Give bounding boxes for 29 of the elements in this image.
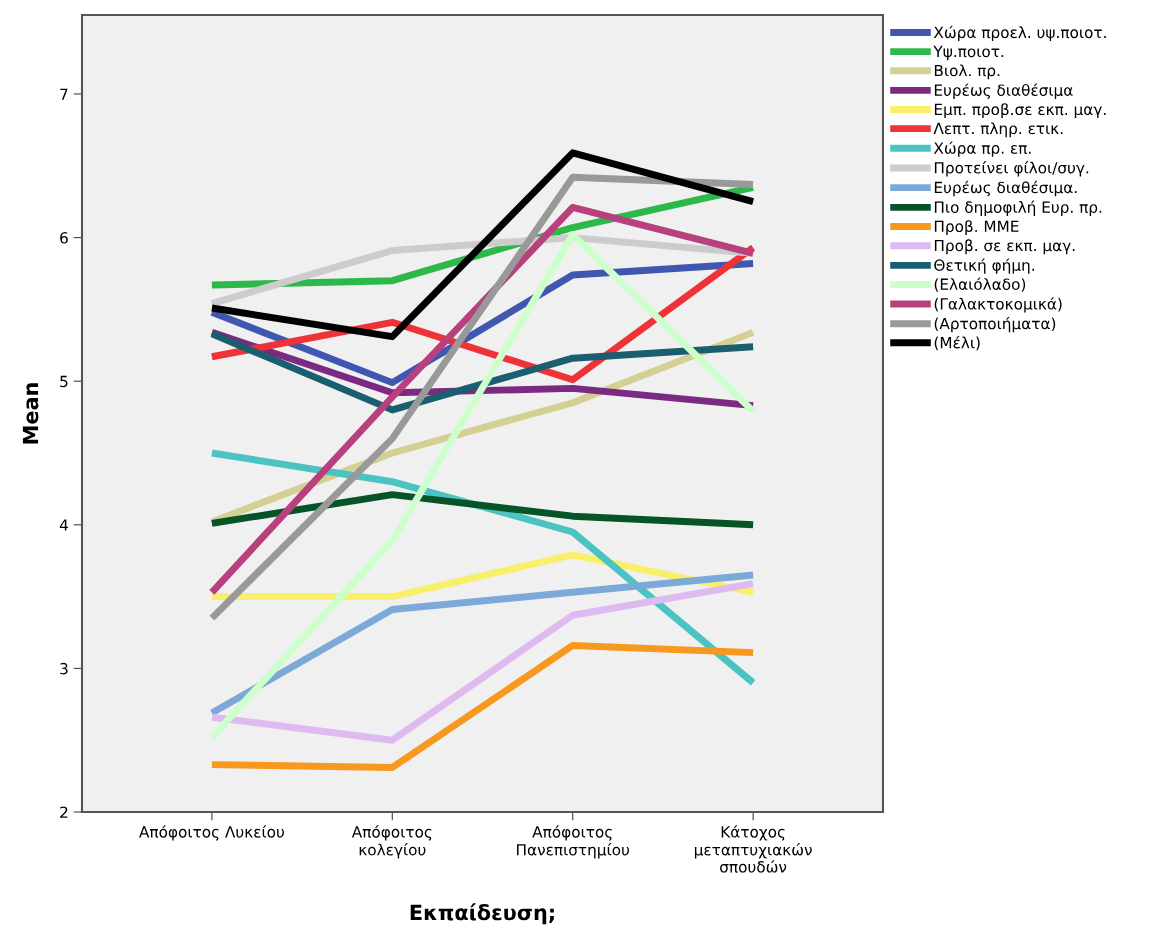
x-tick-label: Κάτοχος μεταπτυχιακών σπουδών: [694, 825, 812, 873]
legend-label: (Αρτοποιήματα): [934, 316, 1056, 333]
x-tick-label: Απόφοιτος Λυκείου: [139, 825, 284, 841]
legend-label: Χώρα προελ. υψ.ποιοτ.: [933, 25, 1106, 42]
y-tick-label: 3: [60, 662, 68, 675]
legend-label: Ευρέως διαθέσιμα: [934, 83, 1073, 99]
legend-label: Προτείνει φίλοι/συγ.: [934, 161, 1089, 177]
y-tick-label: 6: [60, 232, 68, 244]
x-axis-title: Εκπαίδευση;: [410, 903, 554, 925]
legend-label: Προβ. σε εκπ. μαγ.: [934, 239, 1075, 255]
legend-label: (Ελαιόλαδο): [934, 277, 1026, 292]
legend-label: Ευρέως διαθέσιμα.: [934, 180, 1077, 197]
x-tick-label: Απόφοιτος Πανεπιστημίου: [517, 825, 629, 859]
legend-label: Πιο δημοφιλή Ευρ. πρ.: [934, 200, 1102, 216]
legend-label: Υψ.ποιοτ.: [933, 45, 1004, 61]
legend-label: Εμπ. προβ.σε εκπ. μαγ.: [934, 103, 1106, 119]
legend-label: Λεπτ. πληρ. ετικ.: [933, 122, 1063, 138]
legend-label: (Γαλακτοκομικά): [934, 297, 1062, 313]
y-axis-title: Mean: [22, 383, 39, 444]
x-tick-label: Απόφοιτος κολεγίου: [351, 825, 432, 859]
y-tick-label: 2: [60, 806, 68, 818]
legend-label: Βιολ. πρ.: [934, 64, 1000, 80]
y-tick-label: 4: [59, 519, 68, 531]
y-tick-label: 7: [60, 88, 68, 100]
legend-label: (Μέλι): [934, 335, 980, 351]
y-tick-label: 5: [60, 375, 68, 388]
legend-label: Προβ. ΜΜΕ: [934, 220, 1019, 236]
legend-label: Χώρα πρ. επ.: [933, 141, 1031, 157]
legend-label: Θετική φήμη.: [934, 258, 1034, 274]
